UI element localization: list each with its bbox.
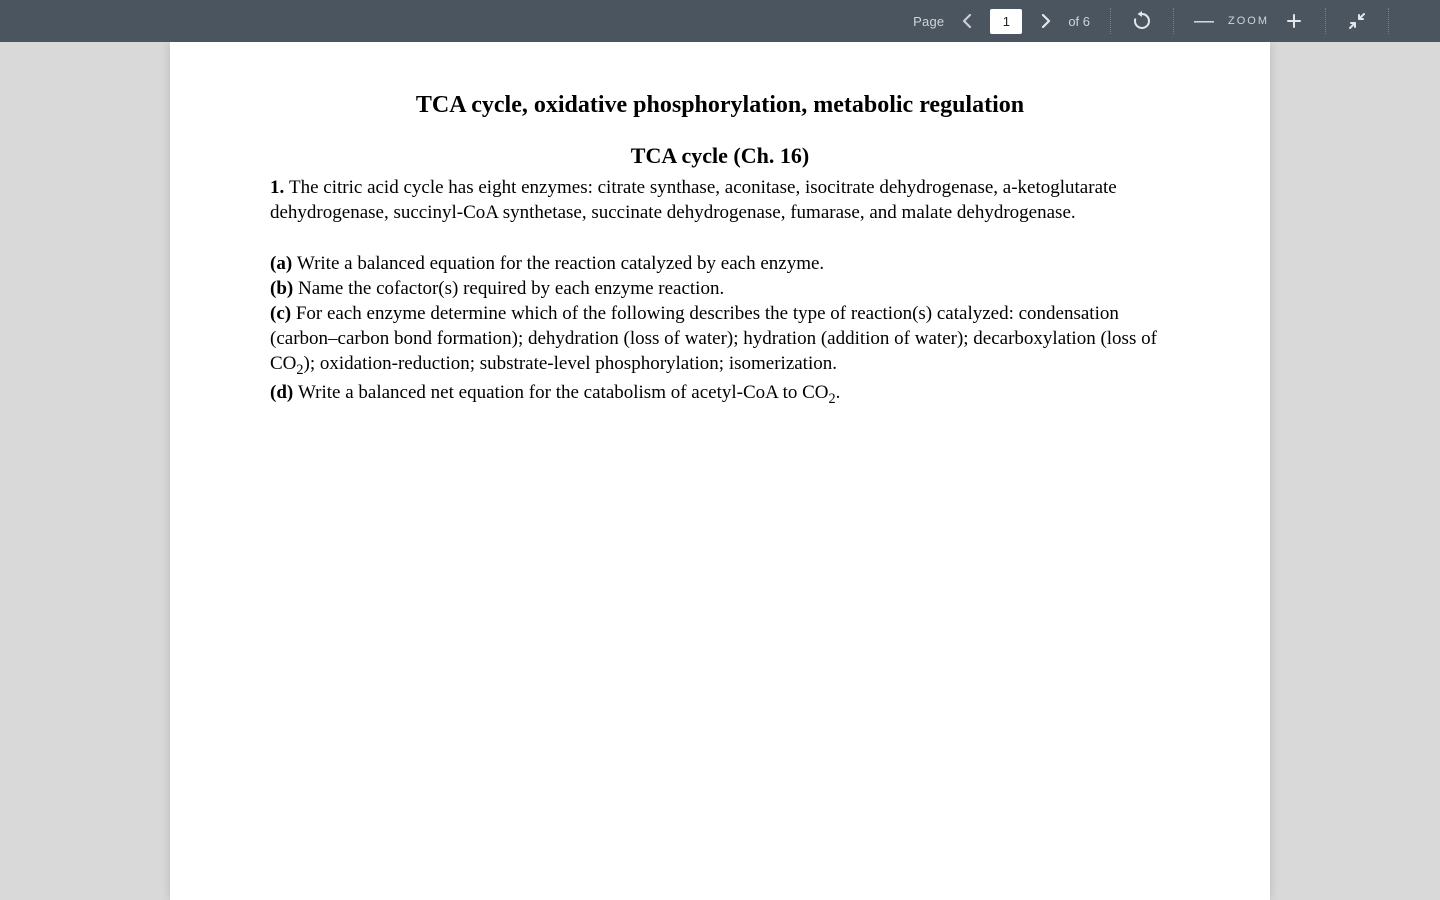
toolbar-divider (1173, 8, 1174, 34)
question-a: (a) Write a balanced equation for the re… (270, 251, 1170, 276)
toolbar-divider (1325, 8, 1326, 34)
page-label: Page (913, 14, 944, 29)
qb-label: (b) (270, 278, 298, 299)
viewer-area: TCA cycle, oxidative phosphorylation, me… (0, 42, 1440, 900)
question-c: (c) For each enzyme determine which of t… (270, 301, 1170, 380)
intro-paragraph: 1. The citric acid cycle has eight enzym… (270, 175, 1170, 225)
rotate-button[interactable] (1131, 10, 1153, 32)
page-title: TCA cycle, oxidative phosphorylation, me… (270, 92, 1170, 119)
toolbar-divider (1388, 8, 1389, 34)
toolbar-group: Page of 6 — ZOOM (913, 0, 1395, 42)
page-number-input[interactable] (990, 9, 1022, 34)
qc-sub: 2 (296, 362, 303, 378)
question-b: (b) Name the cofactor(s) required by eac… (270, 276, 1170, 301)
qd-sub: 2 (829, 391, 836, 407)
prev-page-button[interactable] (958, 12, 976, 30)
qa-label: (a) (270, 253, 297, 274)
qd-text-1: Write a balanced net equation for the ca… (298, 382, 829, 403)
qc-text-2: ); oxidation-reduction; substrate-level … (304, 353, 837, 374)
qb-text: Name the cofactor(s) required by each en… (298, 278, 724, 299)
page-subtitle: TCA cycle (Ch. 16) (270, 143, 1170, 169)
zoom-in-button[interactable] (1283, 10, 1305, 32)
pdf-toolbar: Page of 6 — ZOOM (0, 0, 1440, 42)
item-number: 1. (270, 177, 289, 198)
zoom-label: ZOOM (1228, 15, 1269, 27)
qd-label: (d) (270, 382, 298, 403)
page-total-label: of 6 (1068, 14, 1090, 29)
toolbar-divider (1110, 8, 1111, 34)
zoom-out-button[interactable]: — (1194, 11, 1214, 31)
next-page-button[interactable] (1036, 12, 1054, 30)
qc-label: (c) (270, 303, 296, 324)
intro-text: The citric acid cycle has eight enzymes:… (270, 177, 1117, 223)
qa-text: Write a balanced equation for the reacti… (297, 253, 824, 274)
document-page: TCA cycle, oxidative phosphorylation, me… (170, 42, 1270, 900)
question-d: (d) Write a balanced net equation for th… (270, 380, 1170, 409)
collapse-button[interactable] (1346, 10, 1368, 32)
qd-text-2: . (836, 382, 841, 403)
